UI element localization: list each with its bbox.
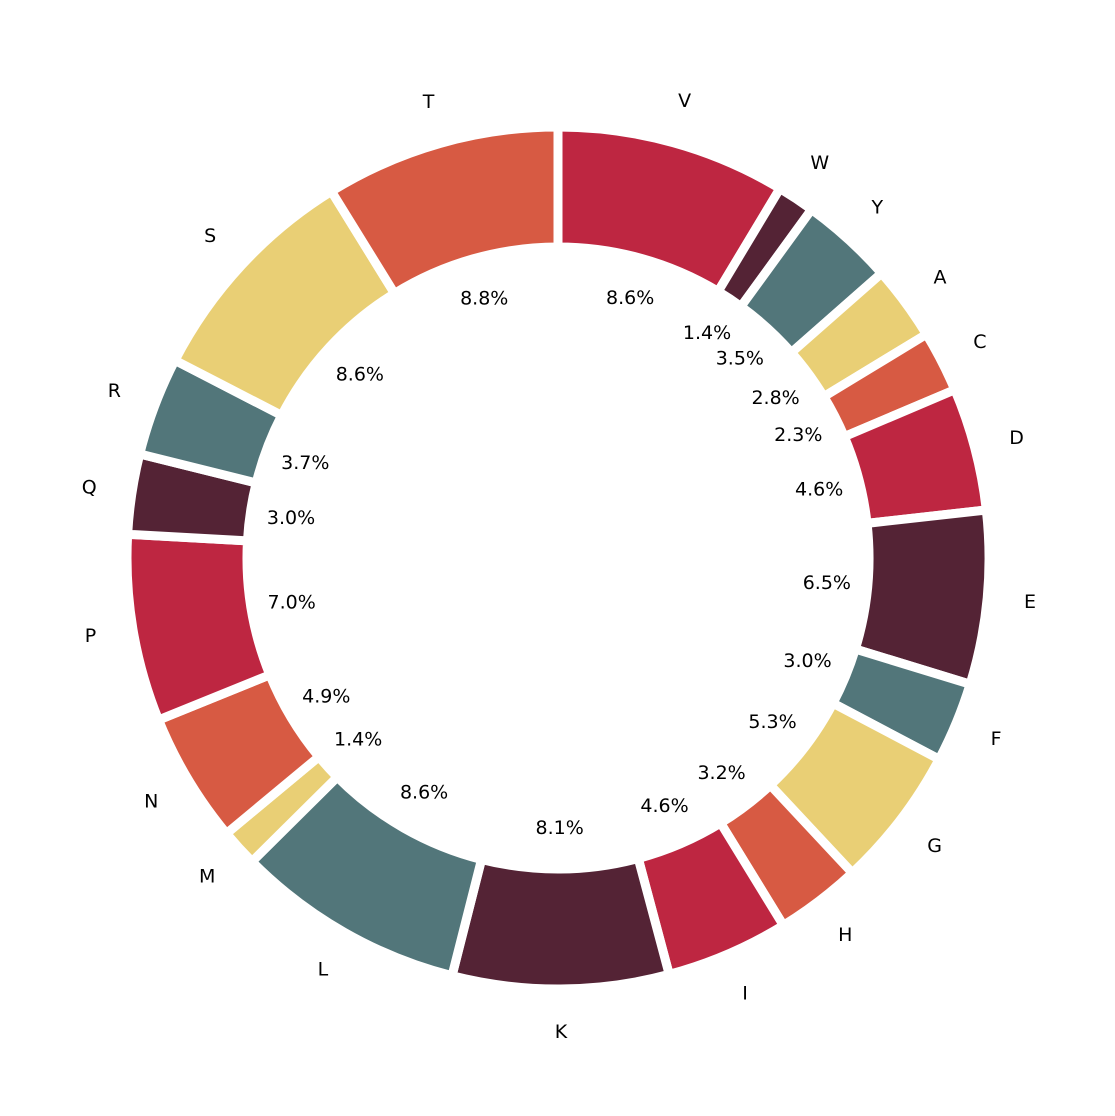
slice-label-y: Y	[870, 197, 883, 219]
percent-label-c: 2.3%	[774, 424, 822, 446]
percent-label-i: 4.6%	[640, 795, 688, 817]
slice-label-i: I	[742, 983, 748, 1005]
slice-label-m: M	[199, 866, 215, 888]
donut-slice-t	[325, 122, 563, 300]
slice-label-f: F	[991, 728, 1002, 750]
slice-label-v: V	[678, 90, 691, 112]
slice-label-c: C	[973, 331, 986, 353]
slice-label-n: N	[144, 790, 158, 812]
percent-label-t: 8.8%	[460, 287, 508, 309]
percent-label-d: 4.6%	[795, 479, 843, 501]
percent-label-a: 2.8%	[751, 387, 799, 409]
donut-slice-k	[446, 852, 675, 994]
slice-label-h: H	[838, 924, 852, 946]
percent-label-e: 6.5%	[803, 572, 851, 594]
slice-label-e: E	[1024, 591, 1036, 613]
percent-label-k: 8.1%	[536, 817, 584, 839]
slice-label-d: D	[1009, 427, 1024, 449]
percent-label-q: 3.0%	[267, 507, 315, 529]
slice-label-k: K	[555, 1021, 568, 1043]
percent-label-g: 5.3%	[748, 711, 796, 733]
slice-label-p: P	[85, 625, 96, 647]
slice-label-s: S	[204, 225, 216, 247]
percent-label-n: 4.9%	[302, 686, 350, 708]
percent-label-v: 8.6%	[606, 287, 654, 309]
percent-label-h: 3.2%	[697, 762, 745, 784]
slice-label-l: L	[318, 959, 329, 981]
slice-label-w: W	[810, 152, 829, 174]
percent-label-m: 1.4%	[334, 729, 382, 751]
slice-label-r: R	[108, 380, 121, 402]
slice-label-a: A	[933, 266, 946, 288]
percent-label-y: 3.5%	[716, 347, 764, 369]
percent-label-r: 3.7%	[281, 452, 329, 474]
percent-label-s: 8.6%	[336, 364, 384, 386]
slice-label-t: T	[422, 91, 435, 113]
percent-label-p: 7.0%	[268, 591, 316, 613]
percent-label-f: 3.0%	[783, 650, 831, 672]
percent-label-l: 8.6%	[400, 781, 448, 803]
slice-label-q: Q	[82, 476, 97, 498]
slice-label-g: G	[927, 835, 942, 857]
percent-label-w: 1.4%	[683, 322, 731, 344]
